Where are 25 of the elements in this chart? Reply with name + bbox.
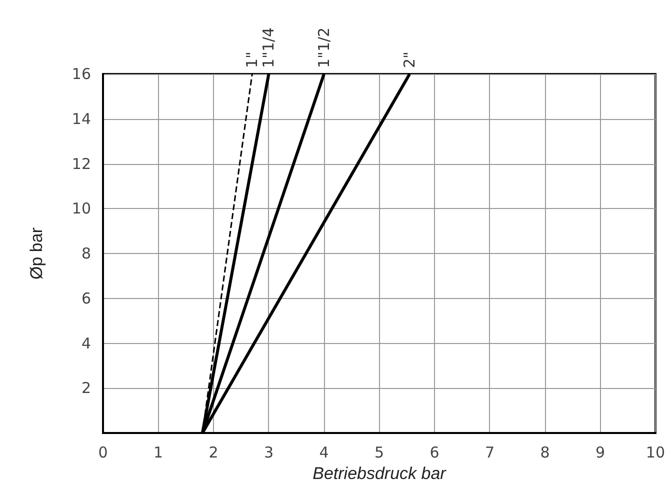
- y-tick-label: 12: [72, 154, 91, 173]
- y-tick-label: 6: [81, 289, 91, 308]
- x-axis-title: Betriebsdruck bar: [312, 464, 448, 483]
- text: 1"1/2: [314, 27, 333, 68]
- y-tick-label: 10: [72, 200, 91, 218]
- text: 2": [400, 52, 419, 68]
- text: 1": [243, 52, 262, 68]
- y-tick-label: 2: [81, 379, 91, 398]
- y-tick-label: 4: [81, 334, 91, 352]
- y-tick-label: 8: [81, 244, 91, 262]
- x-tick-label: 3: [264, 444, 274, 462]
- y-axis-title: Øp bar: [27, 227, 46, 280]
- y-tick-label: 14: [72, 110, 91, 128]
- y-tick-label: 16: [72, 65, 91, 83]
- x-tick-label: 8: [540, 444, 550, 462]
- text: 1"1/4: [260, 27, 278, 68]
- x-tick-label: 2: [208, 444, 218, 462]
- x-tick-label: 9: [595, 444, 605, 462]
- x-tick-label: 4: [319, 444, 329, 462]
- x-tick-label: 1: [153, 444, 164, 462]
- x-tick-label: 5: [374, 444, 384, 462]
- x-tick-label: 7: [484, 444, 494, 462]
- x-tick-label: 10: [646, 444, 666, 462]
- x-tick-label: 0: [98, 444, 108, 462]
- x-tick-label: 6: [430, 444, 440, 462]
